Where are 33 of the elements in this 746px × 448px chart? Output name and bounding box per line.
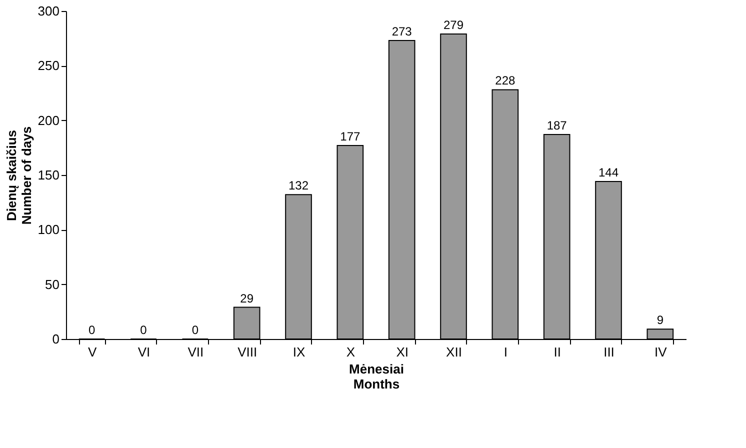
y-tick-label: 100 xyxy=(38,222,60,238)
data-label: 144 xyxy=(598,166,619,180)
data-label: 9 xyxy=(656,313,664,328)
data-label: 0 xyxy=(140,323,148,337)
data-label: 177 xyxy=(340,129,360,144)
x-tick-label: X xyxy=(346,344,356,360)
y-tick-label: 250 xyxy=(38,58,60,74)
y-tick-label: 200 xyxy=(38,112,60,128)
x-tick-label: VII xyxy=(188,344,204,360)
x-tick-label: I xyxy=(504,344,508,360)
data-label: 187 xyxy=(546,118,568,133)
data-label: 132 xyxy=(288,178,309,193)
data-label: 279 xyxy=(443,18,464,32)
x-axis-title: Mėnesiai Months xyxy=(349,362,404,392)
y-tick-label: 150 xyxy=(38,168,60,182)
x-tick-label: VI xyxy=(138,344,150,360)
y-tick-label: 0 xyxy=(52,332,60,346)
data-label: 273 xyxy=(392,24,412,39)
data-label: 228 xyxy=(495,74,516,88)
x-tick-label: III xyxy=(604,344,614,360)
x-tick-label: IX xyxy=(292,344,306,360)
data-label: 0 xyxy=(88,323,96,337)
x-tick-label: VIII xyxy=(238,344,258,360)
x-tick-label: V xyxy=(88,344,97,360)
x-tick-label: IV xyxy=(654,344,668,360)
y-axis-title: Dienų skaičius Number of days xyxy=(4,126,34,225)
data-label: 0 xyxy=(192,323,199,337)
y-tick-label: 300 xyxy=(38,4,60,18)
x-tick-label: XII xyxy=(446,344,462,360)
y-tick-label: 50 xyxy=(45,276,60,292)
data-label: 29 xyxy=(240,291,254,306)
x-tick-label: XI xyxy=(396,344,408,360)
x-tick-label: II xyxy=(554,344,561,360)
